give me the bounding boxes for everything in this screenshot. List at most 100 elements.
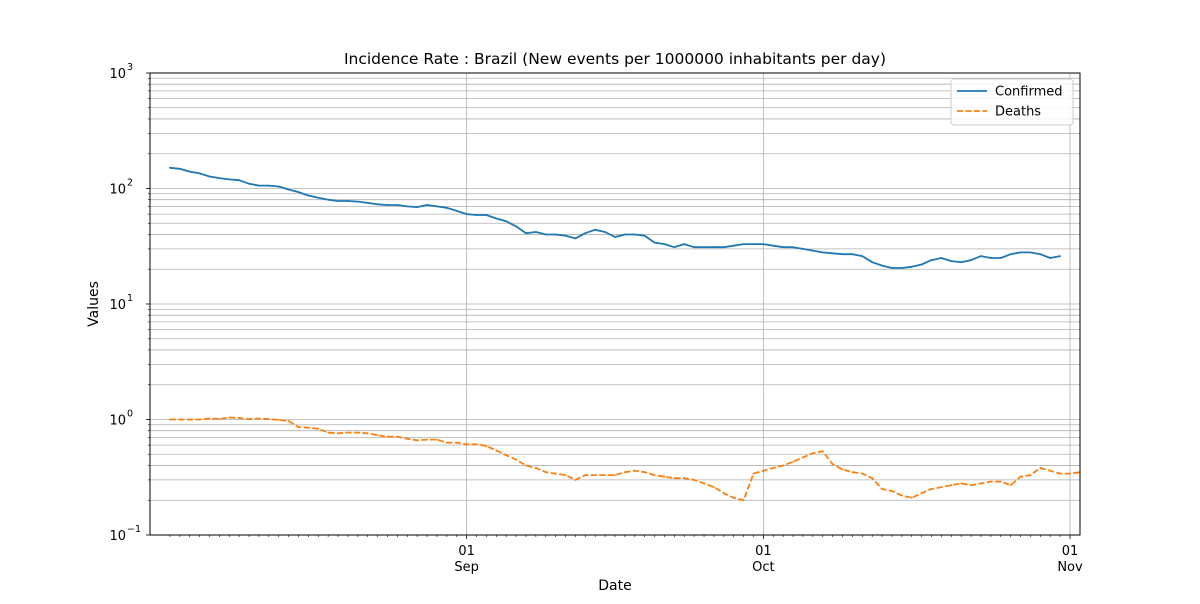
data-point-deaths — [871, 477, 874, 480]
data-point-confirmed — [475, 214, 478, 216]
data-point-deaths — [792, 460, 794, 463]
data-point-deaths — [238, 417, 241, 419]
data-point-confirmed — [515, 225, 517, 228]
data-point-deaths — [900, 494, 903, 497]
y-tick-exponent: 3 — [127, 62, 133, 73]
data-point-confirmed — [465, 213, 468, 216]
series-layer — [169, 166, 1081, 502]
data-point-confirmed — [218, 177, 221, 180]
data-point-deaths — [356, 431, 359, 434]
y-tick-label: 10 — [109, 529, 126, 544]
data-point-confirmed — [693, 246, 695, 249]
data-point-confirmed — [495, 217, 498, 220]
data-point-confirmed — [445, 206, 448, 209]
legend: Confirmed Deaths — [950, 78, 1074, 126]
data-point-confirmed — [614, 236, 616, 238]
data-point-deaths — [831, 463, 834, 466]
data-point-deaths — [1029, 474, 1032, 476]
data-point-deaths — [614, 474, 616, 476]
data-point-confirmed — [713, 246, 715, 249]
data-point-confirmed — [564, 234, 567, 237]
data-point-deaths — [703, 482, 705, 485]
data-point-confirmed — [416, 206, 419, 209]
data-point-confirmed — [673, 246, 676, 249]
data-point-confirmed — [900, 267, 903, 269]
data-point-confirmed — [910, 265, 913, 268]
data-point-deaths — [594, 474, 597, 476]
data-point-confirmed — [317, 196, 320, 199]
data-point-confirmed — [762, 243, 765, 246]
data-point-deaths — [1009, 484, 1012, 487]
series-line-confirmed — [169, 166, 1061, 269]
x-tick-label-month: Oct — [752, 560, 774, 575]
data-point-confirmed — [841, 253, 844, 256]
data-point-deaths — [495, 449, 498, 452]
data-point-confirmed — [198, 172, 201, 175]
data-point-confirmed — [594, 228, 597, 231]
data-point-deaths — [653, 474, 656, 476]
data-point-deaths — [633, 469, 636, 472]
data-point-deaths — [406, 437, 409, 440]
data-point-confirmed — [683, 243, 686, 246]
data-point-deaths — [762, 469, 765, 472]
data-point-deaths — [1039, 467, 1042, 469]
data-point-deaths — [376, 434, 379, 437]
data-point-deaths — [267, 418, 270, 420]
data-point-deaths — [475, 443, 478, 446]
series-line-deaths — [169, 416, 1081, 502]
data-point-confirmed — [643, 234, 646, 237]
data-point-confirmed — [940, 257, 943, 259]
data-point-confirmed — [653, 241, 656, 244]
data-point-confirmed — [267, 184, 270, 187]
data-point-confirmed — [663, 243, 666, 246]
legend-label-deaths: Deaths — [995, 105, 1041, 120]
data-point-deaths — [980, 482, 982, 485]
data-point-deaths — [772, 467, 775, 469]
data-point-deaths — [1019, 475, 1022, 478]
x-tick-label-month: Sep — [454, 560, 479, 575]
data-point-deaths — [624, 471, 626, 474]
data-point-confirmed — [930, 259, 933, 261]
data-point-deaths — [643, 471, 646, 474]
data-point-deaths — [178, 418, 181, 421]
data-point-confirmed — [525, 232, 527, 235]
data-point-confirmed — [1009, 253, 1012, 256]
data-point-deaths — [752, 472, 755, 475]
data-point-confirmed — [238, 179, 241, 182]
data-point-deaths — [1069, 472, 1071, 475]
data-point-confirmed — [980, 255, 982, 257]
data-point-deaths — [821, 450, 824, 453]
data-point-deaths — [811, 452, 814, 455]
data-point-confirmed — [950, 260, 953, 262]
data-point-deaths — [920, 492, 923, 495]
data-point-confirmed — [970, 259, 972, 261]
data-point-confirmed — [406, 205, 409, 208]
data-point-confirmed — [396, 204, 399, 206]
data-point-confirmed — [871, 261, 874, 264]
data-point-deaths — [287, 420, 290, 422]
data-point-confirmed — [752, 243, 755, 246]
data-point-confirmed — [811, 249, 814, 252]
data-point-confirmed — [366, 202, 369, 204]
data-point-confirmed — [287, 188, 290, 191]
data-point-deaths — [297, 426, 300, 428]
x-tick-label-day: 01 — [1062, 544, 1079, 559]
data-point-deaths — [505, 454, 508, 457]
data-point-deaths — [990, 480, 992, 483]
data-point-deaths — [515, 458, 517, 461]
y-tick-label: 10 — [109, 67, 126, 82]
data-point-confirmed — [554, 233, 557, 236]
data-point-deaths — [713, 486, 715, 488]
data-point-deaths — [960, 482, 963, 485]
y-axis-label: Values — [86, 281, 102, 327]
data-point-deaths — [693, 479, 695, 481]
data-point-deaths — [574, 479, 577, 481]
data-point-confirmed — [455, 210, 458, 212]
data-point-confirmed — [376, 203, 379, 206]
data-point-deaths — [198, 418, 201, 421]
x-tick-label-day: 01 — [458, 544, 475, 559]
data-point-confirmed — [920, 263, 923, 266]
data-point-deaths — [604, 474, 606, 476]
data-point-deaths — [445, 441, 448, 444]
